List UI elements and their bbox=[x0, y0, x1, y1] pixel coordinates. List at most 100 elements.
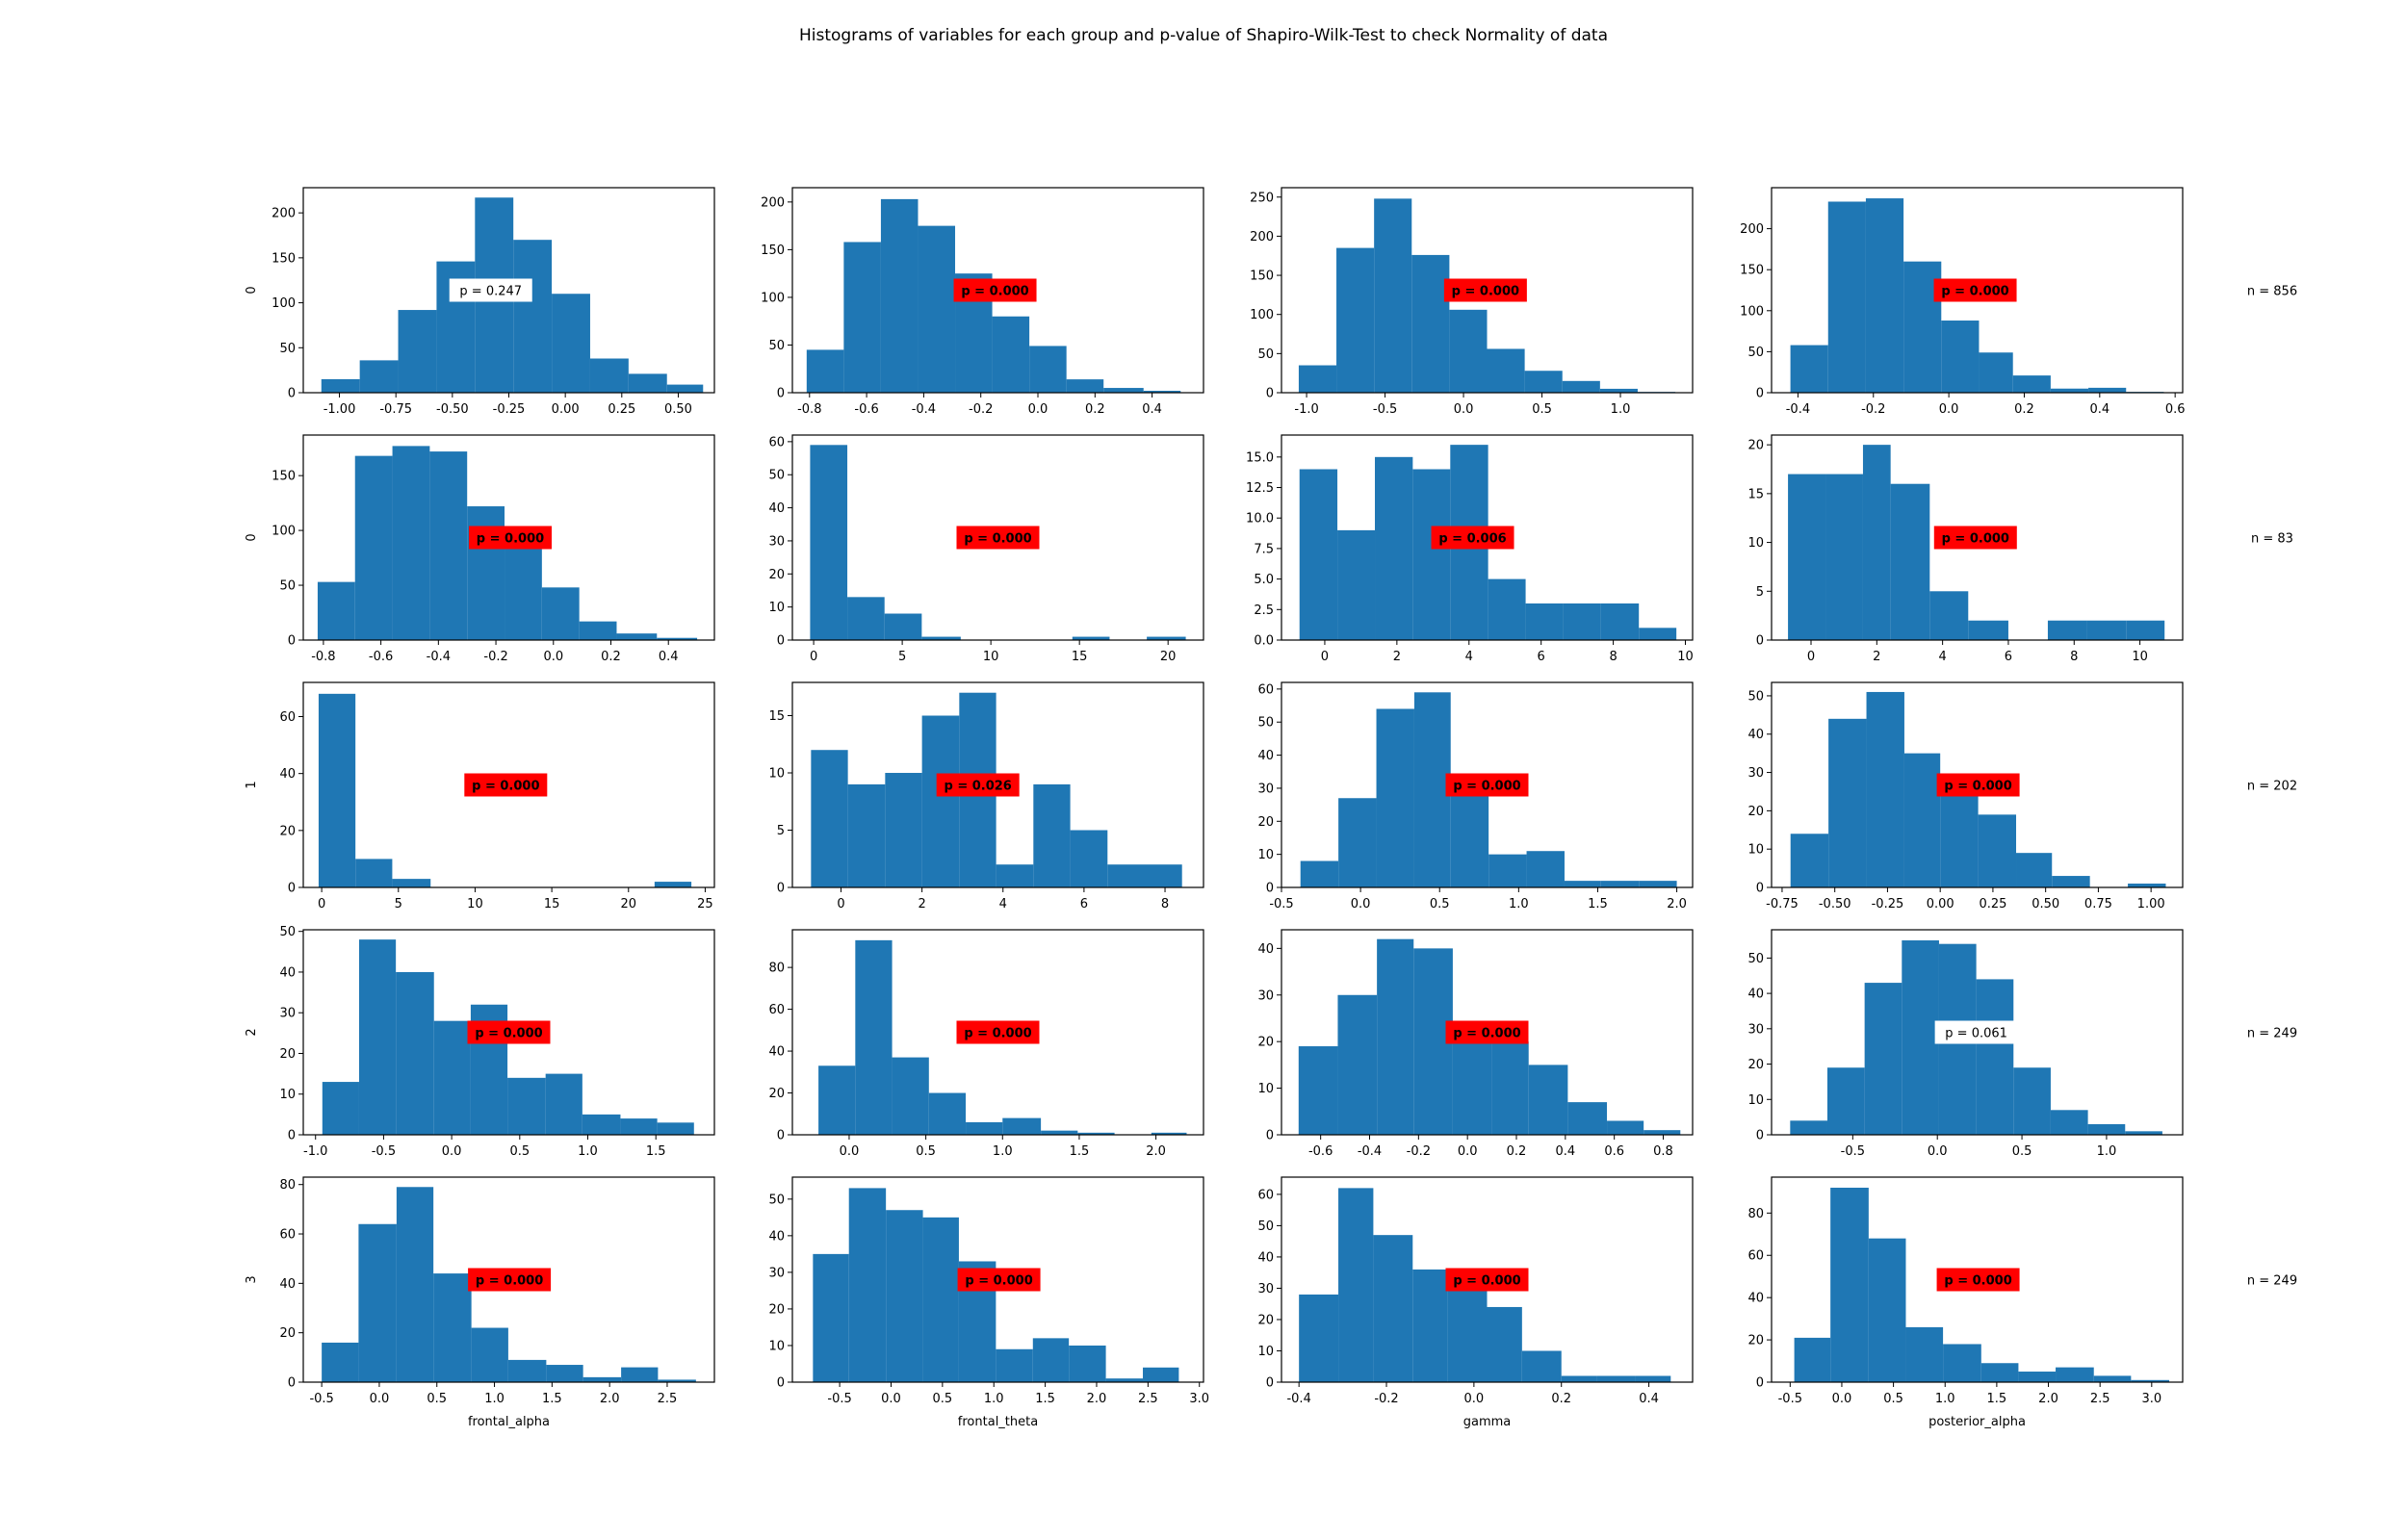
y-tick-label: 50 bbox=[1257, 347, 1274, 362]
histogram-bar bbox=[1029, 346, 1067, 393]
axes-frame bbox=[302, 1176, 715, 1383]
y-tick-label: 50 bbox=[768, 469, 785, 483]
x-tick-label: 2 bbox=[918, 897, 925, 911]
x-tick-label: 0.5 bbox=[427, 1392, 447, 1406]
y-tick-label: 12.5 bbox=[1246, 481, 1274, 496]
y-tick-label: 50 bbox=[1747, 346, 1764, 360]
histogram-panel: 0 2 4 6 8 10 0 5 10 15 20 p = 0.000 bbox=[1747, 434, 2184, 664]
x-tick-label: 1.5 bbox=[1035, 1392, 1055, 1406]
histogram-bar bbox=[2052, 876, 2090, 887]
histogram-panel: 0 2 4 6 8 10 0.0 2.5 5.0 7.5 10.0 12.5 15.0 p = 0.006 bbox=[1246, 434, 1694, 664]
histogram-bar bbox=[1890, 483, 1930, 640]
histogram-bar bbox=[1376, 708, 1414, 887]
x-tick-label: -0.2 bbox=[1407, 1144, 1431, 1159]
axes-frame bbox=[302, 929, 715, 1136]
y-tick-label: 100 bbox=[1740, 304, 1764, 319]
histogram-bar bbox=[1143, 391, 1181, 393]
y-tick-label: 0.0 bbox=[1254, 634, 1274, 649]
histogram-bar bbox=[2050, 388, 2089, 393]
x-tick-label: 1.5 bbox=[1588, 897, 1608, 911]
y-tick-label: 50 bbox=[1257, 716, 1274, 731]
axes-frame bbox=[1771, 1176, 2184, 1383]
histogram-bar bbox=[1524, 371, 1563, 393]
y-tick-label: 200 bbox=[761, 195, 785, 210]
axes-frame bbox=[791, 187, 1204, 394]
histogram-bar bbox=[1563, 603, 1601, 640]
histogram-bar bbox=[1337, 994, 1378, 1135]
histogram-bar bbox=[2086, 620, 2127, 640]
x-tick-label: 0.0 bbox=[1351, 897, 1371, 911]
x-tick-label: 0.5 bbox=[1532, 402, 1552, 417]
histogram-bar bbox=[1488, 578, 1526, 640]
p-value-box bbox=[1445, 1268, 1529, 1292]
histogram-bar bbox=[1903, 753, 1941, 887]
p-value-label: p = 0.000 bbox=[1453, 780, 1520, 794]
x-tick-label: 8 bbox=[1161, 897, 1169, 911]
histogram-bar bbox=[318, 693, 356, 887]
histogram-bar bbox=[321, 378, 360, 393]
y-tick-label: 100 bbox=[272, 296, 296, 311]
y-tick-label: 100 bbox=[272, 525, 296, 539]
y-tick-label: 150 bbox=[1250, 270, 1274, 284]
y-tick-label: 10 bbox=[279, 1088, 296, 1102]
histogram-bar bbox=[513, 240, 553, 393]
y-tick-label: 5 bbox=[777, 824, 785, 838]
x-tick-label: 1.0 bbox=[993, 1144, 1013, 1159]
histogram-bar bbox=[818, 1065, 856, 1135]
histogram-bar bbox=[811, 750, 848, 887]
y-tick-label: 20 bbox=[279, 1047, 296, 1062]
x-tick-label: -0.5 bbox=[1778, 1392, 1802, 1406]
x-tick-label: 0.25 bbox=[608, 402, 635, 417]
histogram-panel: -0.8 -0.6 -0.4 -0.2 0.0 0.2 0.4 0 50 100 150 0 p = 0… bbox=[245, 434, 715, 664]
histogram-bar bbox=[1298, 1046, 1338, 1135]
y-tick-label: 10 bbox=[1257, 1082, 1274, 1096]
y-tick-label: 60 bbox=[1257, 682, 1274, 697]
histogram-bar bbox=[996, 1348, 1033, 1382]
histogram-bar bbox=[1866, 691, 1904, 887]
histogram-bar bbox=[1411, 254, 1450, 393]
p-value-label: p = 0.000 bbox=[1941, 285, 2008, 299]
histogram-bar bbox=[1607, 1120, 1644, 1135]
p-value-label: p = 0.000 bbox=[1452, 285, 1519, 299]
histogram-bar bbox=[2056, 1367, 2094, 1382]
y-tick-label: 150 bbox=[761, 244, 785, 258]
x-tick-label: 0.0 bbox=[1928, 1144, 1948, 1159]
histogram-bar bbox=[2050, 1110, 2088, 1135]
p-value-box bbox=[1933, 278, 2017, 302]
x-axis-label: posterior_alpha bbox=[1928, 1415, 2026, 1429]
y-tick-label: 20 bbox=[1747, 439, 1764, 453]
y-tick-label: 20 bbox=[279, 824, 296, 838]
x-tick-label: 3.0 bbox=[2141, 1392, 2161, 1406]
histogram-bar bbox=[1491, 1041, 1529, 1135]
x-tick-label: -1.0 bbox=[1294, 402, 1318, 417]
histogram-bar bbox=[545, 1073, 582, 1135]
x-tick-label: 5 bbox=[395, 897, 402, 911]
p-value-label: p = 0.000 bbox=[1944, 1274, 2011, 1289]
p-value-box bbox=[1936, 1268, 2020, 1292]
histogram-bar bbox=[1635, 1375, 1671, 1382]
histogram-bar bbox=[1070, 830, 1108, 887]
x-tick-label: 5 bbox=[898, 650, 906, 664]
histogram-bar bbox=[1968, 620, 2008, 640]
histogram-bar bbox=[1902, 940, 1939, 1135]
y-tick-label: 250 bbox=[1250, 191, 1274, 205]
y-tick-label: 10 bbox=[1747, 536, 1764, 551]
histogram-bar bbox=[1941, 321, 1980, 393]
y-tick-label: 10 bbox=[1747, 843, 1764, 858]
y-tick-label: 30 bbox=[1257, 1282, 1274, 1296]
histogram-panel: -0.4 -0.2 0.0 0.2 0.4 0 10 20 30 40 50 60 gamma p = 0… bbox=[1257, 1176, 1694, 1429]
axes-frame bbox=[1281, 929, 1694, 1136]
histogram-bar bbox=[1525, 603, 1564, 640]
y-tick-label: 10.0 bbox=[1246, 512, 1274, 526]
histogram-bar bbox=[1943, 1344, 1981, 1382]
y-tick-label: 10 bbox=[768, 1339, 785, 1353]
histogram-bar bbox=[2087, 1123, 2126, 1135]
x-tick-label: -0.75 bbox=[1766, 897, 1799, 911]
x-tick-label: 1.0 bbox=[1611, 402, 1631, 417]
axes-frame bbox=[1281, 187, 1694, 394]
x-tick-label: 2.0 bbox=[2038, 1392, 2058, 1406]
x-tick-label: -0.4 bbox=[912, 402, 936, 417]
x-tick-label: 1.0 bbox=[984, 1392, 1004, 1406]
histogram-bar bbox=[1643, 1130, 1681, 1135]
histogram-bar bbox=[396, 1187, 434, 1382]
